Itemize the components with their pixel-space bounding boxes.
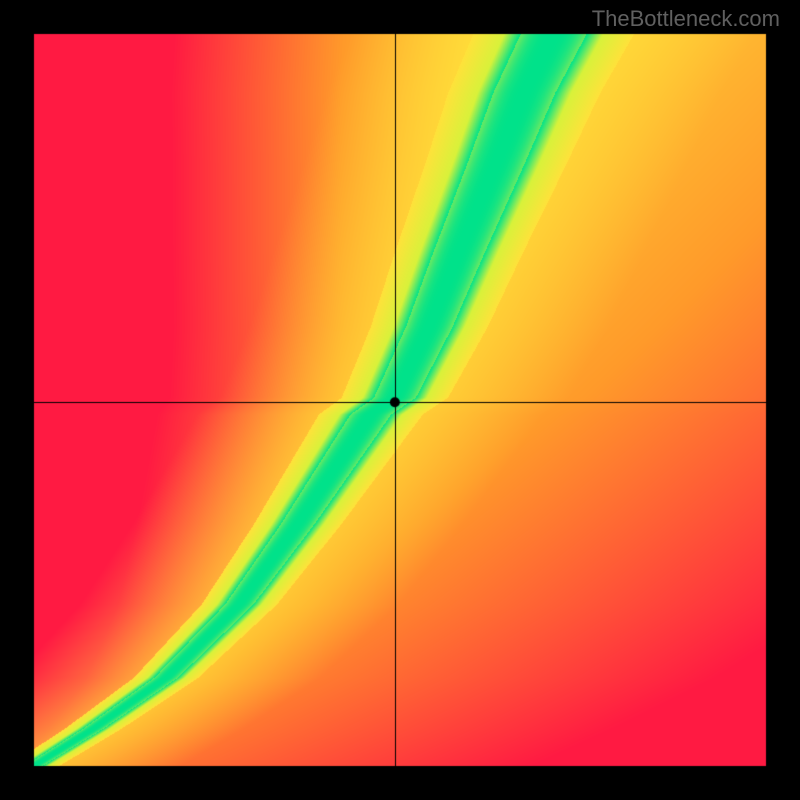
heatmap-canvas bbox=[0, 0, 800, 800]
watermark-text: TheBottleneck.com bbox=[592, 6, 780, 32]
chart-container: TheBottleneck.com bbox=[0, 0, 800, 800]
